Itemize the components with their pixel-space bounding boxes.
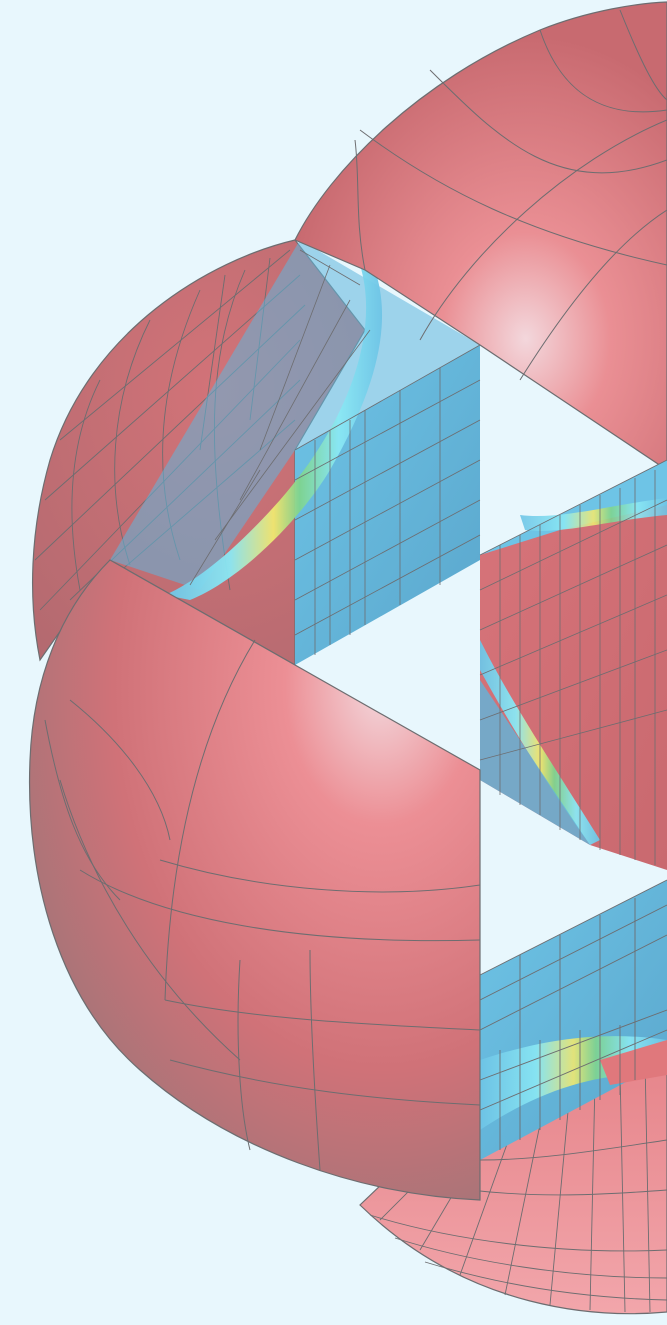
upper-cutaway-section [110, 240, 481, 665]
middle-cube-block [479, 459, 667, 870]
upper-sphere-shell [294, 1, 667, 471]
lower-cutaway-section [479, 879, 667, 1160]
lower-left-sphere-shell [28, 559, 481, 1201]
